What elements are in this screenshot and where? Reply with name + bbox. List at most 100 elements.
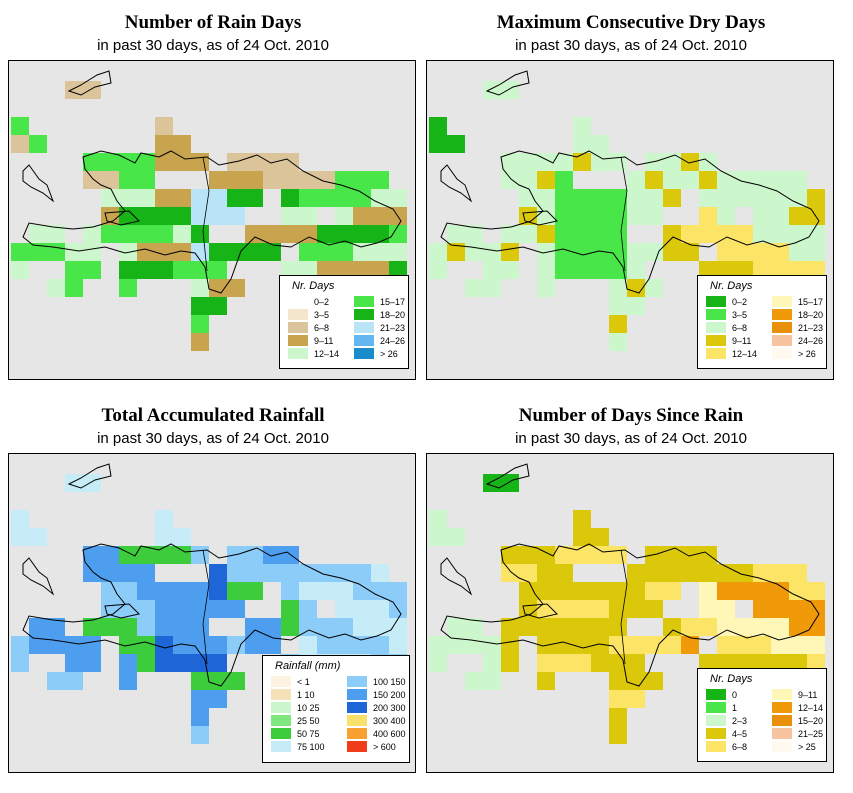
legend-swatch	[706, 741, 726, 752]
legend-label: 200 300	[373, 703, 406, 713]
legend-item: 18–20	[354, 309, 405, 321]
grid-cell	[173, 153, 191, 171]
grid-cell	[65, 654, 83, 672]
legend-label: 0–2	[314, 297, 329, 307]
map-dry-days: Nr. Days 0–2 3–5 6–8 9–11 12–14 15–17 18–20 21–…	[426, 60, 834, 380]
grid-cell	[483, 636, 501, 654]
panel-days-since-rain: Number of Days Since Rain in past 30 day…	[426, 393, 836, 783]
grid-cell	[717, 618, 735, 636]
grid-cell	[173, 225, 191, 243]
grid-cell	[591, 546, 609, 564]
legend-label: > 25	[798, 742, 816, 752]
grid-cell	[609, 618, 627, 636]
grid-cell	[209, 654, 227, 672]
grid-cell	[501, 474, 519, 492]
grid-cell	[227, 279, 245, 297]
grid-cell	[645, 600, 663, 618]
grid-cell	[555, 654, 573, 672]
grid-cell	[191, 618, 209, 636]
grid-cell	[465, 636, 483, 654]
grid-cell	[281, 189, 299, 207]
legend-item: 75 100	[271, 741, 325, 753]
grid-cell	[389, 636, 407, 654]
grid-cell	[119, 582, 137, 600]
legend-label: 6–8	[732, 742, 747, 752]
legend-item: > 25	[772, 741, 816, 753]
legend-item: 100 150	[347, 676, 406, 688]
grid-cell	[371, 564, 389, 582]
grid-cell	[429, 135, 447, 153]
grid-cell	[483, 81, 501, 99]
grid-cell	[429, 261, 447, 279]
map-days-since-rain: Nr. Days 0 1 2–3 4–5 6–8 9–11 12–14 15–20 21–25 >…	[426, 453, 834, 773]
grid-cell	[699, 189, 717, 207]
legend-item: 18–20	[772, 309, 823, 321]
legend-label: 12–14	[314, 349, 339, 359]
grid-cell	[555, 207, 573, 225]
panel-subtitle: in past 30 days, as of 24 Oct. 2010	[426, 37, 836, 54]
legend-item: 12–14	[772, 702, 823, 714]
grid-cell	[735, 636, 753, 654]
grid-cell	[191, 243, 209, 261]
legend-swatch	[354, 322, 374, 333]
grid-cell	[389, 243, 407, 261]
grid-cell	[209, 600, 227, 618]
grid-cell	[335, 243, 353, 261]
grid-cell	[609, 243, 627, 261]
grid-cell	[119, 654, 137, 672]
grid-cell	[191, 546, 209, 564]
grid-cell	[173, 528, 191, 546]
grid-cell	[245, 636, 263, 654]
legend-swatch	[288, 309, 308, 320]
legend-label: 0	[732, 690, 737, 700]
grid-cell	[735, 189, 753, 207]
legend-swatch	[347, 676, 367, 687]
legend-label: 15–20	[798, 716, 823, 726]
grid-cell	[699, 171, 717, 189]
grid-cell	[609, 726, 627, 744]
grid-cell	[627, 189, 645, 207]
legend-item: 150 200	[347, 689, 406, 701]
legend-swatch	[706, 728, 726, 739]
grid-cell	[47, 279, 65, 297]
grid-cell	[789, 600, 807, 618]
grid-cell	[65, 261, 83, 279]
grid-cell	[83, 171, 101, 189]
grid-cell	[627, 690, 645, 708]
grid-cell	[735, 171, 753, 189]
grid-cell	[245, 225, 263, 243]
grid-cell	[389, 189, 407, 207]
grid-cell	[627, 600, 645, 618]
grid-cell	[281, 564, 299, 582]
grid-cell	[573, 153, 591, 171]
legend-label: 300 400	[373, 716, 406, 726]
legend-label: 9–11	[314, 336, 333, 346]
grid-cell	[299, 636, 317, 654]
legend-swatch	[271, 676, 291, 687]
panel-total-rainfall: Total Accumulated Rainfall in past 30 da…	[8, 393, 418, 783]
legend-swatch	[772, 702, 792, 713]
grid-cell	[483, 672, 501, 690]
grid-cell	[573, 546, 591, 564]
grid-cell	[119, 618, 137, 636]
legend-label: < 1	[297, 677, 310, 687]
grid-cell	[65, 474, 83, 492]
legend-item: 12–14	[706, 348, 757, 360]
legend-item: 15–17	[772, 296, 823, 308]
legend-label: > 26	[798, 349, 816, 359]
grid-cell	[537, 189, 555, 207]
grid-cell	[263, 564, 281, 582]
grid-cell	[29, 225, 47, 243]
legend-item: 9–11	[772, 689, 817, 701]
grid-cell	[173, 654, 191, 672]
grid-cell	[65, 81, 83, 99]
grid-cell	[371, 225, 389, 243]
grid-cell	[335, 225, 353, 243]
legend-swatch	[354, 348, 374, 359]
grid-cell	[227, 636, 245, 654]
grid-cell	[137, 261, 155, 279]
grid-cell	[789, 207, 807, 225]
grid-cell	[299, 600, 317, 618]
grid-cell	[681, 171, 699, 189]
grid-cell	[555, 261, 573, 279]
